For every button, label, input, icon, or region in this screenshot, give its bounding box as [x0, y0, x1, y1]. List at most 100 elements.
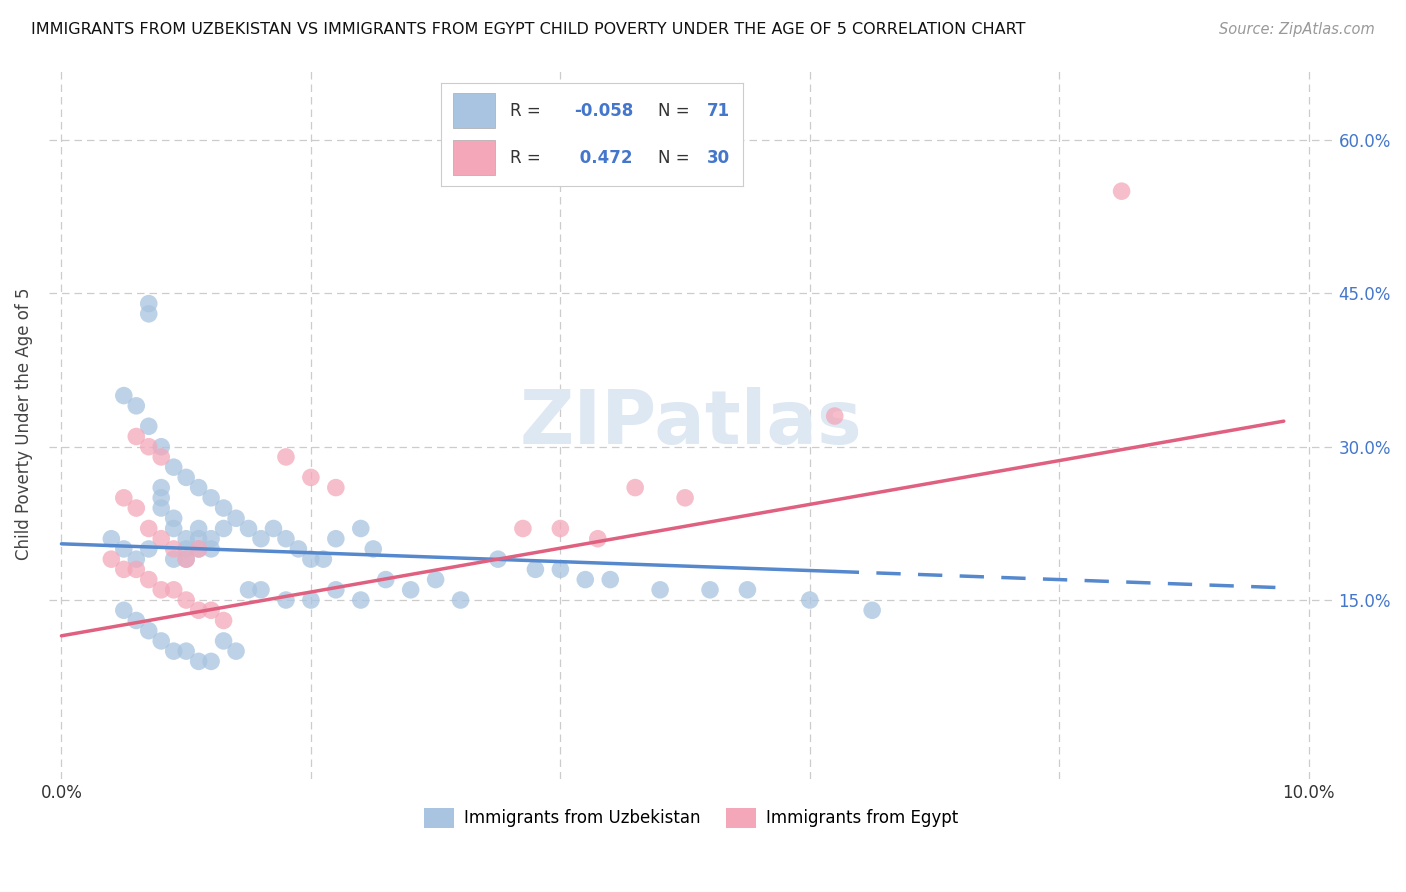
Point	[112, 491, 135, 505]
Point	[174, 470, 197, 484]
Point	[737, 582, 759, 597]
Point	[174, 532, 197, 546]
Point	[187, 541, 209, 556]
Point	[174, 644, 197, 658]
Point	[187, 541, 209, 556]
Point	[112, 541, 135, 556]
Point	[238, 521, 260, 535]
Point	[325, 582, 347, 597]
Point	[361, 541, 384, 556]
Point	[250, 582, 273, 597]
Point	[1111, 184, 1133, 198]
Point	[274, 593, 297, 607]
Point	[150, 501, 173, 516]
Point	[287, 541, 309, 556]
Point	[174, 552, 197, 566]
Point	[163, 521, 186, 535]
Point	[187, 654, 209, 668]
Point	[150, 450, 173, 464]
Point	[187, 481, 209, 495]
Point	[225, 644, 247, 658]
Point	[163, 511, 186, 525]
Point	[238, 582, 260, 597]
Point	[274, 532, 297, 546]
Point	[174, 541, 197, 556]
Point	[125, 399, 148, 413]
Point	[212, 501, 235, 516]
Point	[299, 593, 322, 607]
Point	[486, 552, 509, 566]
Point	[138, 440, 160, 454]
Text: ZIPatlas: ZIPatlas	[520, 387, 863, 460]
Point	[150, 481, 173, 495]
Point	[312, 552, 335, 566]
Point	[200, 603, 222, 617]
Point	[200, 532, 222, 546]
Point	[550, 521, 572, 535]
Point	[163, 460, 186, 475]
Point	[150, 532, 173, 546]
Point	[112, 603, 135, 617]
Point	[138, 307, 160, 321]
Point	[100, 552, 122, 566]
Point	[200, 541, 222, 556]
Text: Source: ZipAtlas.com: Source: ZipAtlas.com	[1219, 22, 1375, 37]
Point	[138, 624, 160, 638]
Point	[138, 521, 160, 535]
Point	[225, 511, 247, 525]
Point	[860, 603, 883, 617]
Point	[150, 582, 173, 597]
Point	[325, 481, 347, 495]
Point	[274, 450, 297, 464]
Point	[299, 470, 322, 484]
Point	[263, 521, 285, 535]
Point	[550, 562, 572, 576]
Point	[599, 573, 621, 587]
Point	[150, 440, 173, 454]
Point	[163, 644, 186, 658]
Point	[200, 491, 222, 505]
Point	[112, 562, 135, 576]
Point	[350, 521, 373, 535]
Point	[250, 532, 273, 546]
Y-axis label: Child Poverty Under the Age of 5: Child Poverty Under the Age of 5	[15, 287, 32, 560]
Point	[174, 552, 197, 566]
Point	[200, 654, 222, 668]
Point	[125, 562, 148, 576]
Point	[112, 389, 135, 403]
Point	[187, 532, 209, 546]
Point	[163, 582, 186, 597]
Point	[299, 552, 322, 566]
Point	[100, 532, 122, 546]
Point	[125, 501, 148, 516]
Point	[650, 582, 672, 597]
Point	[138, 573, 160, 587]
Point	[325, 532, 347, 546]
Point	[150, 491, 173, 505]
Point	[824, 409, 846, 423]
Point	[138, 541, 160, 556]
Point	[150, 634, 173, 648]
Point	[125, 552, 148, 566]
Legend: Immigrants from Uzbekistan, Immigrants from Egypt: Immigrants from Uzbekistan, Immigrants f…	[418, 801, 965, 835]
Point	[586, 532, 609, 546]
Point	[163, 541, 186, 556]
Point	[350, 593, 373, 607]
Point	[699, 582, 721, 597]
Point	[212, 614, 235, 628]
Point	[574, 573, 596, 587]
Point	[138, 296, 160, 310]
Point	[799, 593, 821, 607]
Point	[524, 562, 547, 576]
Point	[512, 521, 534, 535]
Point	[374, 573, 396, 587]
Point	[187, 521, 209, 535]
Point	[450, 593, 472, 607]
Text: IMMIGRANTS FROM UZBEKISTAN VS IMMIGRANTS FROM EGYPT CHILD POVERTY UNDER THE AGE : IMMIGRANTS FROM UZBEKISTAN VS IMMIGRANTS…	[31, 22, 1025, 37]
Point	[187, 603, 209, 617]
Point	[212, 634, 235, 648]
Point	[425, 573, 447, 587]
Point	[174, 593, 197, 607]
Point	[138, 419, 160, 434]
Point	[125, 614, 148, 628]
